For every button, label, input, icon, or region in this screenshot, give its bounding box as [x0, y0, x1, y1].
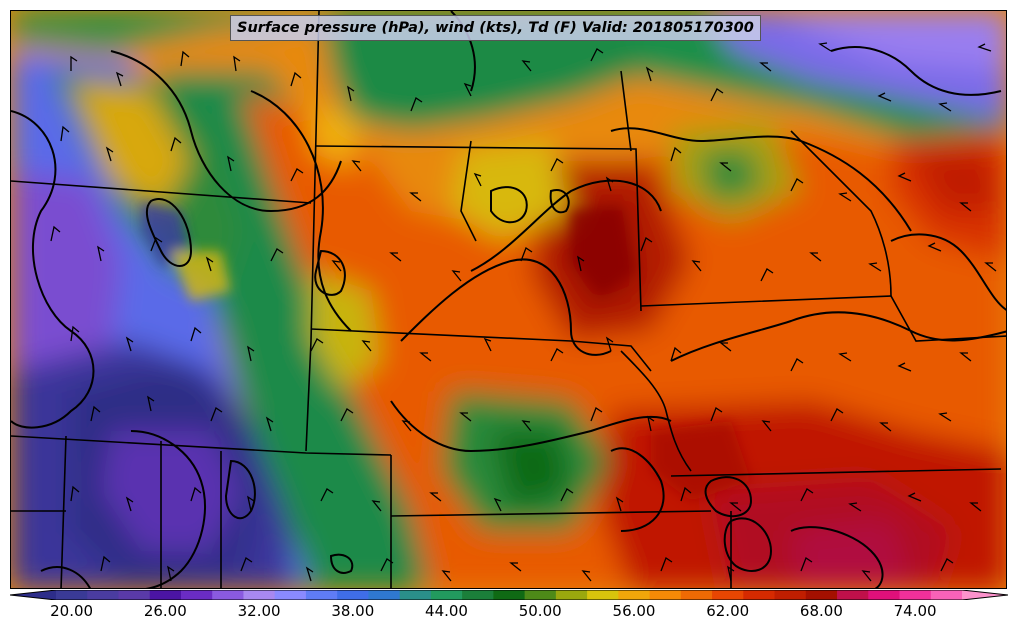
colorbar: [10, 590, 1008, 600]
colorbar-bin: [930, 590, 963, 600]
colorbar-bin: [743, 590, 776, 600]
colorbar-tick-label: 44.00: [425, 602, 468, 620]
colorbar-tick-label: 68.00: [799, 602, 843, 620]
colorbar-bin: [587, 590, 619, 600]
colorbar-tick-label: 38.00: [331, 602, 375, 620]
colorbar-bin: [399, 590, 432, 600]
colorbar-bin: [149, 590, 182, 600]
colorbar-bin: [87, 590, 119, 600]
colorbar-extension-high: [962, 590, 1008, 600]
colorbar-tick-label: 26.00: [143, 602, 187, 620]
colorbar-bin: [712, 590, 744, 600]
colorbar-bin: [680, 590, 713, 600]
colorbar-bin: [430, 590, 463, 600]
colorbar-tick-label: 74.00: [893, 602, 937, 620]
colorbar-bin: [493, 590, 526, 600]
colorbar-bin: [118, 590, 151, 600]
colorbar-bin: [837, 590, 869, 600]
dewpoint-map: [11, 11, 1006, 588]
colorbar-bin: [56, 590, 88, 600]
colorbar-bin: [555, 590, 588, 600]
colorbar-bin: [337, 590, 369, 600]
colorbar-bin: [868, 590, 901, 600]
colorbar-tick-label: 32.00: [237, 602, 281, 620]
colorbar-bin: [618, 590, 651, 600]
colorbar-bin: [243, 590, 276, 600]
colorbar-tick-label: 62.00: [706, 602, 750, 620]
colorbar-bin: [774, 590, 807, 600]
colorbar-bin: [649, 590, 682, 600]
state-boundaries: [11, 11, 1006, 588]
isobars: [11, 11, 1006, 588]
map-title: Surface pressure (hPa), wind (kts), Td (…: [230, 15, 761, 41]
colorbar-tick-label: 20.00: [50, 602, 94, 620]
colorbar-tick-label: 50.00: [518, 602, 562, 620]
colorbar-bin: [368, 590, 401, 600]
wind-barbs: [50, 42, 997, 582]
colorbar-bin: [462, 590, 494, 600]
colorbar-bin: [305, 590, 338, 600]
colorbar-bin: [274, 590, 307, 600]
colorbar-bin: [180, 590, 213, 600]
colorbar-bin: [805, 590, 838, 600]
colorbar-extension-low: [10, 590, 56, 600]
colorbar-tick-label: 56.00: [612, 602, 656, 620]
colorbar-bin: [899, 590, 932, 600]
colorbar-bin: [524, 590, 557, 600]
map-panel: [10, 10, 1007, 589]
colorbar-bin: [212, 590, 244, 600]
